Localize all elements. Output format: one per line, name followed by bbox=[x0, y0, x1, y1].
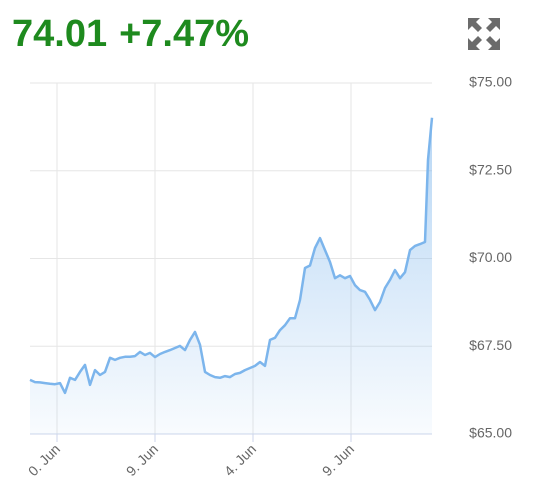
y-tick-label: $72.50 bbox=[469, 161, 512, 177]
fullscreen-button[interactable] bbox=[468, 18, 500, 50]
price: 74.01 bbox=[12, 13, 107, 55]
x-tick-label: 9. Jun bbox=[123, 441, 161, 479]
y-tick-label: $70.00 bbox=[469, 249, 512, 265]
y-tick-label: $65.00 bbox=[469, 425, 512, 441]
area-fill bbox=[30, 117, 432, 434]
x-tick-label: 0. Jun bbox=[25, 441, 63, 479]
x-tick-label: 4. Jun bbox=[221, 441, 259, 479]
x-tick-label: 9. Jun bbox=[319, 441, 357, 479]
y-tick-label: $75.00 bbox=[469, 74, 512, 90]
y-tick-label: $67.50 bbox=[469, 337, 512, 353]
price-line bbox=[29, 117, 434, 395]
price-header: 74.01 +7.47% bbox=[12, 13, 249, 55]
change: +7.47% bbox=[119, 13, 249, 55]
